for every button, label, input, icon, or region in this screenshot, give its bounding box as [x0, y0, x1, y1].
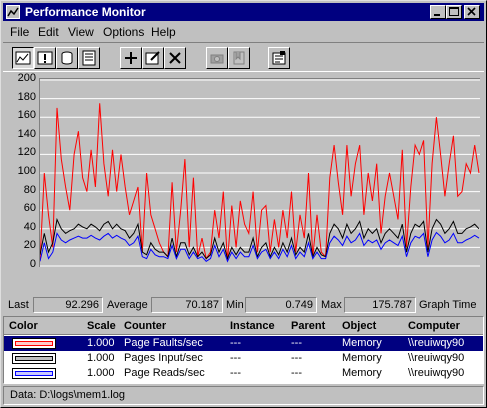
y-tick-label: 180	[17, 90, 36, 103]
statistics-bar: Last 92.296 Average 70.187 Min 0.749 Max…	[3, 297, 484, 314]
row-parent: ---	[291, 352, 302, 364]
y-tick-label: 140	[17, 127, 36, 140]
row-scale: 1.000	[87, 337, 115, 349]
add-counter-icon	[125, 52, 137, 64]
legend-row[interactable]: 1.000 Page Faults/sec --- --- Memory \\r…	[4, 336, 483, 351]
min-value: 0.749	[245, 297, 317, 313]
max-label: Max	[321, 299, 342, 311]
delete-counter-icon	[169, 52, 181, 64]
color-swatch	[12, 368, 56, 379]
series-line-page-reads-sec	[39, 231, 480, 263]
max-value: 175.787	[344, 297, 416, 313]
row-counter: Pages Input/sec	[124, 352, 203, 364]
row-scale: 1.000	[87, 352, 115, 364]
color-swatch	[12, 338, 56, 349]
last-label: Last	[8, 299, 29, 311]
menu-options[interactable]: Options	[103, 25, 145, 39]
header-scale: Scale	[87, 320, 116, 332]
close-button[interactable]	[464, 5, 480, 19]
edit-counter-icon	[145, 51, 160, 65]
color-swatch	[12, 353, 56, 364]
alert-view-icon	[37, 51, 53, 65]
row-computer: \\reuiwqy90	[408, 367, 465, 379]
row-parent: ---	[291, 337, 302, 349]
menu-help[interactable]: Help	[151, 25, 176, 39]
options-icon	[272, 51, 286, 65]
series-line-pages-input-sec	[39, 217, 480, 261]
close-icon	[467, 7, 476, 16]
legend-header: Color Scale Counter Instance Parent Obje…	[4, 317, 483, 335]
min-label: Min	[226, 299, 244, 311]
menu-bar: File Edit View Options Help	[3, 22, 484, 41]
row-instance: ---	[230, 352, 241, 364]
row-computer: \\reuiwqy90	[408, 352, 465, 364]
report-view-button[interactable]	[78, 47, 100, 69]
row-object: Memory	[342, 337, 382, 349]
row-object: Memory	[342, 352, 382, 364]
row-counter: Page Faults/sec	[124, 337, 203, 349]
chart-area[interactable]	[39, 78, 480, 267]
window-title: Performance Monitor	[25, 5, 146, 19]
menu-view[interactable]: View	[68, 25, 94, 39]
header-computer: Computer	[408, 320, 460, 332]
status-text: Data: D:\logs\mem1.log	[10, 389, 125, 401]
y-tick-label: 0	[29, 258, 36, 270]
add-counter-button[interactable]	[120, 47, 142, 69]
row-instance: ---	[230, 367, 241, 379]
y-tick-label: 40	[23, 220, 36, 233]
title-bar[interactable]: Performance Monitor	[3, 3, 484, 21]
bookmark-button[interactable]	[228, 47, 250, 69]
y-tick-label: 200	[17, 72, 36, 84]
chart-panel: 200 180 160 140 120 100 80 60 40 20 0	[3, 72, 484, 297]
maximize-icon	[449, 7, 459, 16]
minimize-button[interactable]	[430, 5, 446, 19]
legend-row[interactable]: 1.000 Pages Input/sec --- --- Memory \\r…	[4, 351, 483, 366]
line-chart	[39, 79, 480, 267]
header-instance: Instance	[230, 320, 275, 332]
log-view-button[interactable]	[56, 47, 78, 69]
row-counter: Page Reads/sec	[124, 367, 205, 379]
header-color: Color	[9, 320, 38, 332]
y-tick-label: 20	[23, 239, 36, 252]
row-scale: 1.000	[87, 367, 115, 379]
row-object: Memory	[342, 367, 382, 379]
update-now-button[interactable]	[206, 47, 228, 69]
y-tick-label: 160	[17, 109, 36, 122]
y-tick-label: 80	[23, 183, 36, 196]
y-tick-label: 60	[23, 202, 36, 215]
header-counter: Counter	[124, 320, 167, 332]
series-line-page-faults-sec	[39, 103, 480, 262]
menu-file[interactable]: File	[10, 25, 30, 39]
toolbar	[3, 42, 484, 72]
row-computer: \\reuiwqy90	[408, 337, 465, 349]
minimize-icon	[434, 14, 440, 16]
delete-counter-button[interactable]	[164, 47, 186, 69]
report-view-icon	[82, 50, 96, 66]
options-button[interactable]	[268, 47, 290, 69]
counter-legend: Color Scale Counter Instance Parent Obje…	[3, 316, 484, 384]
app-chart-icon[interactable]	[6, 5, 20, 19]
log-view-icon	[61, 51, 73, 65]
y-tick-label: 120	[17, 146, 36, 159]
chart-view-icon	[15, 51, 31, 65]
header-parent: Parent	[291, 320, 326, 332]
graph-time-label: Graph Time	[419, 299, 477, 311]
average-label: Average	[107, 299, 148, 311]
average-value: 70.187	[151, 297, 223, 313]
alert-view-button[interactable]	[34, 47, 56, 69]
maximize-button[interactable]	[446, 5, 462, 19]
edit-counter-button[interactable]	[142, 47, 164, 69]
update-now-icon	[210, 54, 224, 64]
last-value: 92.296	[33, 297, 103, 313]
header-object: Object	[342, 320, 377, 332]
status-bar: Data: D:\logs\mem1.log	[3, 386, 484, 405]
legend-row[interactable]: 1.000 Page Reads/sec --- --- Memory \\re…	[4, 366, 483, 381]
bookmark-icon	[233, 51, 245, 65]
y-tick-label: 100	[17, 165, 36, 177]
menu-edit[interactable]: Edit	[38, 25, 59, 39]
row-instance: ---	[230, 337, 241, 349]
chart-view-button[interactable]	[12, 47, 34, 69]
row-parent: ---	[291, 367, 302, 379]
